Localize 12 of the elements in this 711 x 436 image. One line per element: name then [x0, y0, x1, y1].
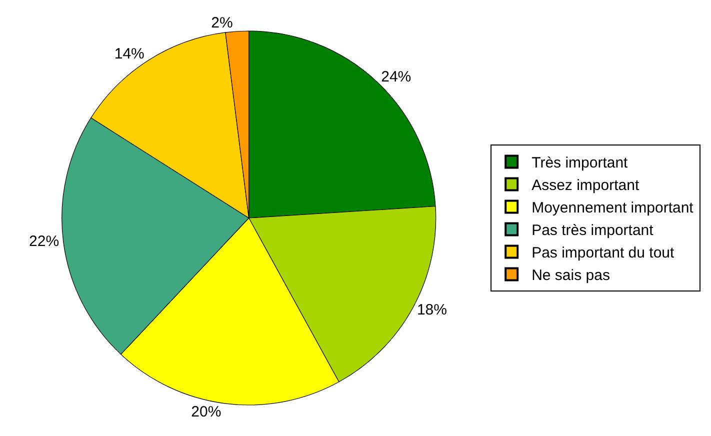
legend-label: Moyennement important: [532, 200, 694, 217]
data-label: 2%: [211, 14, 233, 32]
data-label: 14%: [114, 46, 144, 63]
data-label: 18%: [416, 302, 447, 319]
data-label: 20%: [191, 403, 222, 420]
legend-label: Très important: [532, 154, 629, 172]
legend-label: Assez important: [532, 177, 640, 194]
data-label: 22%: [29, 233, 60, 250]
legend-label: Pas important du tout: [532, 244, 676, 262]
data-label: 24%: [381, 68, 412, 86]
legend-label: Pas très important: [532, 222, 654, 240]
legend-label: Ne sais pas: [532, 267, 610, 284]
